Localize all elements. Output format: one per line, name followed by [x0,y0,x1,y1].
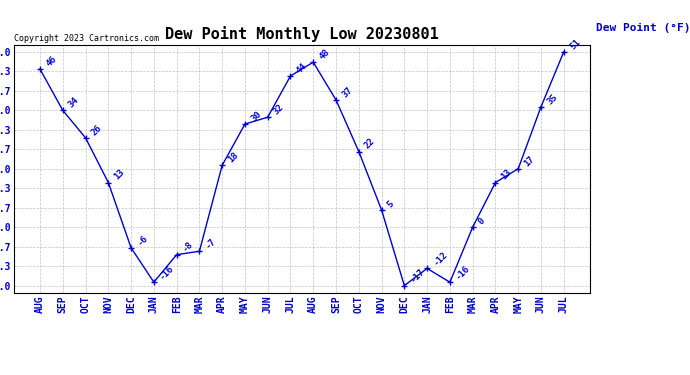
Text: -16: -16 [454,264,472,281]
Text: -16: -16 [158,264,176,281]
Text: Dew Point (°F): Dew Point (°F) [596,22,690,33]
Text: 37: 37 [340,85,354,99]
Title: Dew Point Monthly Low 20230801: Dew Point Monthly Low 20230801 [165,27,439,42]
Text: 17: 17 [522,154,536,168]
Text: -12: -12 [431,250,449,268]
Text: Copyright 2023 Cartronics.com: Copyright 2023 Cartronics.com [14,33,159,42]
Text: 34: 34 [67,96,81,109]
Text: 30: 30 [249,110,263,123]
Text: 13: 13 [500,168,513,182]
Text: 46: 46 [44,54,58,68]
Text: 5: 5 [386,199,396,209]
Text: 26: 26 [90,123,104,137]
Text: -6: -6 [135,233,149,247]
Text: 0: 0 [477,216,487,226]
Text: -17: -17 [408,267,426,285]
Text: 51: 51 [568,37,582,51]
Text: -7: -7 [204,237,217,250]
Text: 22: 22 [363,137,377,151]
Text: 35: 35 [545,92,559,106]
Text: 44: 44 [295,61,308,75]
Text: 18: 18 [226,151,240,165]
Text: -8: -8 [181,240,195,254]
Text: 48: 48 [317,48,331,62]
Text: 32: 32 [272,102,286,116]
Text: 13: 13 [112,168,126,182]
